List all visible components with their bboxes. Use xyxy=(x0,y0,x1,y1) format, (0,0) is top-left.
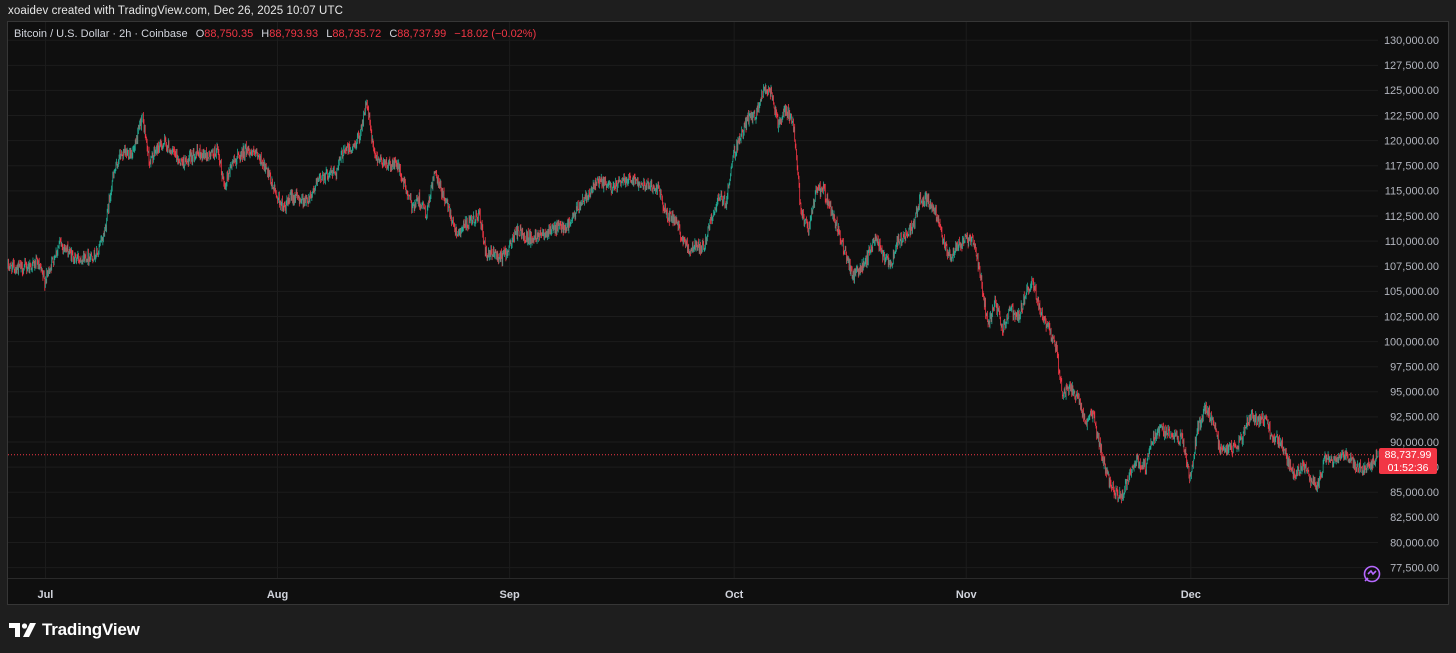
price-tick-label: 112,500.00 xyxy=(1385,211,1439,223)
price-tick-label: 102,500.00 xyxy=(1384,311,1439,323)
time-tick-label: Dec xyxy=(1181,589,1201,601)
price-tick-label: 107,500.00 xyxy=(1384,261,1439,273)
snapshot-eye-icon[interactable] xyxy=(1362,564,1382,584)
close-value: 88,737.99 xyxy=(397,28,447,40)
change-value: −18.02 (−0.02%) xyxy=(454,28,537,40)
time-axis: Jul Aug Sep Oct Nov Dec xyxy=(37,589,1200,601)
price-tick-label: 127,500.00 xyxy=(1384,60,1439,72)
price-tick-label: 105,000.00 xyxy=(1384,286,1439,298)
last-price-badge: 88,737.99 01:52:36 xyxy=(1379,448,1437,474)
price-tick-label: 97,500.00 xyxy=(1390,361,1439,373)
price-tick-label: 100,000.00 xyxy=(1384,336,1439,348)
open-value: 88,750.35 xyxy=(204,28,254,40)
price-tick-label: 120,000.00 xyxy=(1384,135,1439,147)
time-tick-label: Sep xyxy=(499,589,519,601)
price-axis: 130,000.00 127,500.00 125,000.00 122,500.00… xyxy=(1384,35,1439,574)
chart-frame[interactable] xyxy=(7,21,1449,605)
symbol-title: Bitcoin / U.S. Dollar · 2h · Coinbase xyxy=(14,28,188,40)
price-tick-label: 90,000.00 xyxy=(1390,437,1439,449)
price-tick-label: 77,500.00 xyxy=(1390,562,1439,574)
chart-credit: xoaidev created with TradingView.com, De… xyxy=(8,5,343,17)
price-tick-label: 122,500.00 xyxy=(1384,110,1439,122)
price-tick-label: 85,000.00 xyxy=(1390,487,1439,499)
low-label: L xyxy=(326,28,333,40)
time-tick-label: Jul xyxy=(37,589,53,601)
price-tick-label: 115,000.00 xyxy=(1385,186,1439,198)
price-tick-label: 95,000.00 xyxy=(1390,387,1439,399)
chart-grid xyxy=(8,22,1448,579)
price-tick-label: 92,500.00 xyxy=(1390,412,1439,424)
tradingview-logo-icon xyxy=(9,623,36,637)
price-tick-label: 117,500.00 xyxy=(1385,161,1439,173)
time-tick-label: Nov xyxy=(956,589,978,601)
price-tick-label: 82,500.00 xyxy=(1390,512,1439,524)
last-price-value: 88,737.99 xyxy=(1384,449,1432,461)
close-label: C xyxy=(389,28,398,40)
price-tick-label: 130,000.00 xyxy=(1384,35,1439,47)
time-tick-label: Oct xyxy=(725,589,744,601)
price-tick-label: 110,000.00 xyxy=(1385,236,1439,248)
brand-name: TradingView xyxy=(42,620,140,639)
symbol-legend: Bitcoin / U.S. Dollar · 2h · Coinbase O8… xyxy=(14,28,536,40)
price-tick-label: 125,000.00 xyxy=(1384,85,1439,97)
high-value: 88,793.93 xyxy=(269,28,319,40)
candle-series xyxy=(7,83,1379,504)
bar-countdown: 01:52:36 xyxy=(1387,461,1429,474)
tradingview-brand: TradingView xyxy=(9,620,140,640)
high-label: H xyxy=(261,28,270,40)
open-label: O xyxy=(195,28,205,40)
time-tick-label: Aug xyxy=(267,589,288,601)
price-tick-label: 80,000.00 xyxy=(1390,537,1439,549)
low-value: 88,735.72 xyxy=(332,28,382,40)
